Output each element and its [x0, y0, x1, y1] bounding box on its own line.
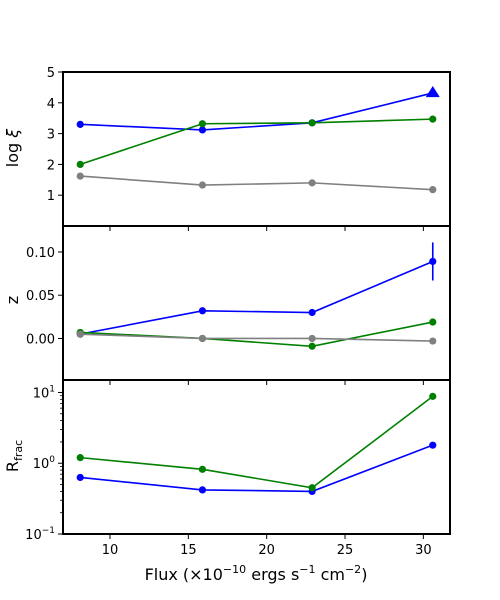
ytick-label: 10−1	[25, 526, 55, 543]
ytick-label: 0.05	[26, 289, 55, 304]
xlabel-suffix: )	[361, 565, 367, 584]
panel-frame	[62, 379, 451, 535]
series-line	[80, 260, 434, 335]
ytick-label: 3	[47, 128, 55, 143]
series-line	[80, 92, 433, 131]
data-point	[308, 308, 316, 317]
data-point	[308, 342, 316, 350]
ytick-label: 0.10	[26, 246, 55, 261]
data-point	[429, 115, 437, 123]
data-point	[198, 181, 207, 189]
ylabel-top-main: log	[3, 138, 22, 167]
data-point	[76, 120, 84, 128]
data-point	[429, 318, 437, 326]
data-point	[76, 330, 84, 338]
panel-frame	[62, 71, 451, 227]
series-line	[80, 444, 434, 493]
data-point	[198, 334, 207, 343]
ylabel-top: log ξ	[3, 128, 22, 167]
series-line	[80, 395, 434, 489]
data-point	[198, 486, 207, 494]
data-point	[198, 120, 207, 128]
xtick-label: 25	[337, 543, 354, 558]
ylabel-top-symbol: ξ	[3, 128, 22, 139]
data-point	[76, 172, 84, 180]
data-point	[308, 334, 316, 343]
data-point	[76, 160, 84, 168]
panel-frame	[62, 225, 451, 381]
panel-middle: 0.00 0.05 0.10	[26, 225, 451, 385]
data-point	[198, 307, 207, 315]
data-point	[308, 484, 316, 492]
xlabel-exp1: −10	[223, 563, 246, 576]
data-point	[429, 392, 437, 400]
ylabel-bottom-sub: frac	[12, 440, 25, 461]
series-line	[80, 321, 433, 348]
ytick-label: 2	[47, 158, 55, 173]
data-point	[76, 454, 84, 462]
data-point	[429, 337, 437, 345]
data-point	[76, 473, 84, 482]
ytick-label: 100	[33, 455, 56, 472]
xtick-label: 20	[258, 543, 275, 558]
series-line	[79, 118, 433, 166]
xlabel-exp2: −1	[299, 563, 315, 576]
xtick-label: 10	[102, 543, 119, 558]
series-line	[80, 175, 433, 191]
ytick-label: 4	[47, 97, 55, 112]
data-point	[429, 186, 437, 194]
panel-top: 1 2 3 4 5	[47, 66, 451, 231]
xlabel: Flux (×10−10 ergs s−1 cm−2)	[145, 563, 368, 584]
data-point	[198, 126, 207, 134]
ytick-label: 1	[47, 189, 55, 204]
ytick-label: 101	[33, 384, 55, 401]
xtick-label: 15	[180, 543, 197, 558]
data-point	[429, 441, 437, 449]
ytick-label: 0.00	[26, 332, 55, 347]
xlabel-prefix: Flux (×10	[145, 565, 223, 584]
xlabel-middle: ergs s	[246, 565, 299, 584]
ylabel-bottom-main: R	[3, 461, 22, 472]
xlabel-exp3: −2	[345, 563, 361, 576]
data-point	[308, 119, 316, 127]
data-point	[198, 465, 207, 473]
data-point	[308, 179, 316, 187]
panel-bottom: 10−1 100 101	[25, 379, 451, 543]
xlabel-middle2: cm	[316, 565, 345, 584]
ylabel-bottom: Rfrac	[3, 440, 25, 472]
xtick-label: 30	[415, 543, 432, 558]
data-point-triangle	[425, 85, 440, 98]
data-point	[429, 257, 437, 266]
series-line	[80, 333, 433, 342]
ytick-label: 5	[47, 66, 55, 81]
ylabel-middle: z	[3, 296, 22, 304]
